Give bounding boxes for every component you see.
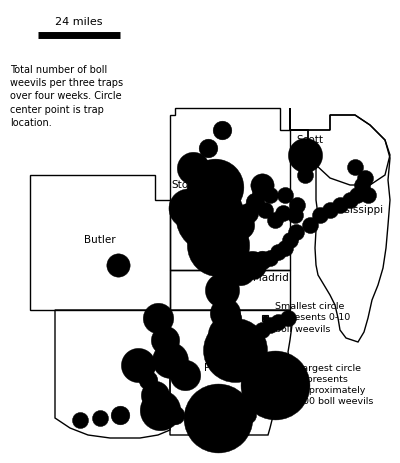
Point bbox=[205, 144, 211, 152]
Text: Butler: Butler bbox=[84, 235, 116, 245]
Text: Smallest circle
represents 0-10
boll weevils: Smallest circle represents 0-10 boll wee… bbox=[275, 302, 350, 334]
Point bbox=[275, 248, 281, 256]
Point bbox=[135, 361, 141, 369]
Point bbox=[365, 191, 371, 199]
Point bbox=[245, 341, 251, 349]
Text: Scott: Scott bbox=[296, 135, 324, 145]
Point bbox=[162, 336, 168, 344]
Text: Mississippi: Mississippi bbox=[327, 205, 383, 215]
Point bbox=[77, 416, 83, 424]
Point bbox=[317, 211, 323, 219]
Point bbox=[249, 261, 255, 269]
Point bbox=[293, 228, 299, 236]
Point bbox=[225, 332, 231, 339]
Point bbox=[327, 206, 333, 214]
Point bbox=[287, 236, 293, 244]
Point bbox=[152, 391, 158, 399]
Point bbox=[294, 201, 300, 209]
Point bbox=[115, 261, 121, 269]
Point bbox=[185, 204, 191, 212]
Point bbox=[197, 414, 203, 422]
Text: Stoddard: Stoddard bbox=[171, 180, 219, 190]
Point bbox=[157, 407, 163, 414]
Point bbox=[302, 171, 308, 179]
Point bbox=[237, 266, 243, 274]
Point bbox=[267, 321, 273, 329]
Text: New Madrid: New Madrid bbox=[227, 273, 289, 283]
Point bbox=[262, 314, 268, 322]
Point bbox=[207, 213, 213, 221]
Text: 24 miles: 24 miles bbox=[55, 17, 103, 27]
Point bbox=[245, 209, 251, 217]
Point bbox=[282, 191, 288, 199]
Point bbox=[219, 126, 225, 134]
Point bbox=[280, 209, 286, 217]
Point bbox=[275, 318, 281, 325]
Point bbox=[272, 216, 278, 224]
Point bbox=[215, 414, 221, 422]
Point bbox=[307, 221, 313, 229]
Point bbox=[145, 376, 151, 384]
Point bbox=[155, 314, 161, 322]
Text: Total number of boll
weevils per three traps
over four weeks. Circle
center poin: Total number of boll weevils per three t… bbox=[10, 65, 123, 128]
Text: Largest circle
represents
approximately
200 boll weevils: Largest circle represents approximately … bbox=[297, 364, 373, 406]
Point bbox=[259, 326, 265, 334]
Point bbox=[352, 163, 358, 171]
Point bbox=[172, 411, 178, 419]
Point bbox=[272, 382, 278, 389]
Point bbox=[237, 221, 243, 229]
Point bbox=[262, 206, 268, 214]
Point bbox=[259, 181, 265, 189]
Point bbox=[292, 211, 298, 219]
Point bbox=[354, 191, 360, 199]
Text: Dunklin: Dunklin bbox=[128, 363, 168, 373]
Point bbox=[337, 201, 343, 209]
Point bbox=[215, 241, 221, 249]
Point bbox=[347, 196, 353, 204]
Point bbox=[117, 411, 123, 419]
Point bbox=[190, 164, 196, 172]
Point bbox=[167, 357, 173, 364]
Point bbox=[359, 181, 365, 189]
Point bbox=[229, 314, 235, 322]
Point bbox=[182, 371, 188, 379]
Point bbox=[302, 151, 308, 159]
Point bbox=[212, 183, 218, 191]
Point bbox=[252, 334, 258, 342]
Point bbox=[282, 244, 288, 252]
Bar bbox=[262, 315, 268, 321]
Point bbox=[285, 314, 291, 322]
Point bbox=[227, 407, 233, 414]
Point bbox=[227, 226, 233, 234]
Point bbox=[219, 286, 225, 294]
Point bbox=[252, 198, 258, 206]
Point bbox=[222, 309, 228, 317]
Text: Pemiscot: Pemiscot bbox=[204, 363, 252, 373]
Point bbox=[267, 191, 273, 199]
Point bbox=[362, 174, 368, 181]
Point bbox=[267, 254, 273, 262]
Point bbox=[245, 411, 251, 419]
Point bbox=[97, 414, 103, 422]
Point bbox=[259, 257, 265, 264]
Point bbox=[232, 346, 238, 354]
Point bbox=[239, 361, 245, 369]
Point bbox=[257, 188, 263, 196]
